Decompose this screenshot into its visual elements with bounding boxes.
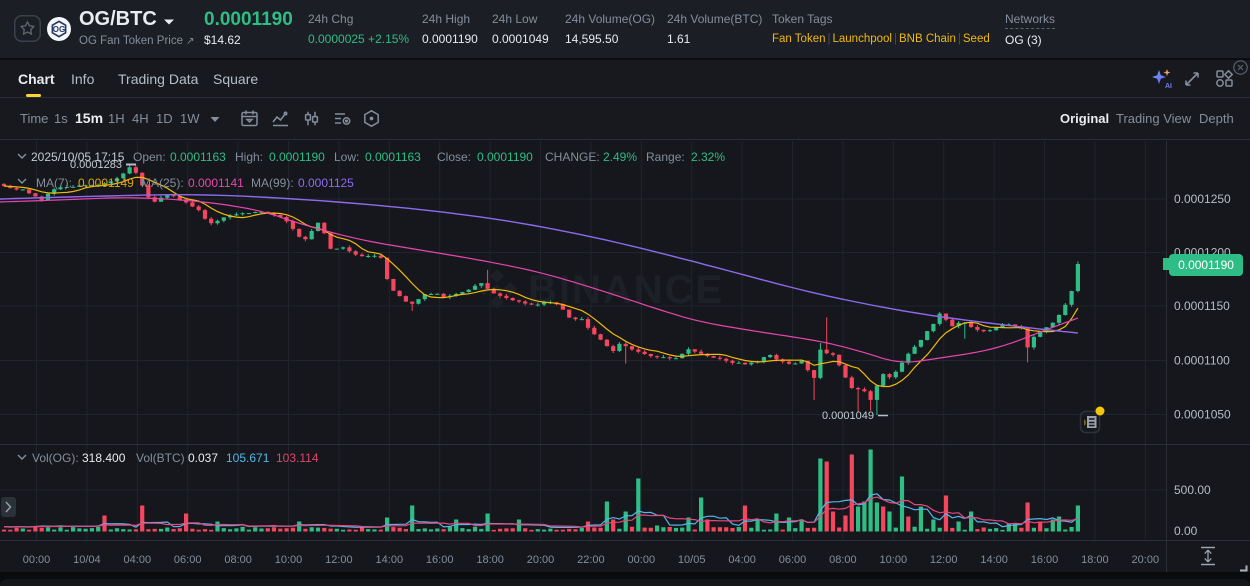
svg-text:0.0001150: 0.0001150: [1174, 299, 1230, 313]
svg-text:0.0001250: 0.0001250: [1174, 192, 1231, 206]
svg-text:MA(99):: MA(99):: [251, 176, 294, 190]
svg-text:Open:: Open:: [133, 150, 166, 164]
svg-text:AI: AI: [1165, 83, 1172, 90]
svg-text:0.0001049: 0.0001049: [822, 410, 874, 422]
svg-text:0.0001141: 0.0001141: [188, 176, 244, 190]
svg-text:0.0001163: 0.0001163: [170, 150, 226, 164]
svg-text:2.49%: 2.49%: [603, 150, 637, 164]
svg-text:10:00: 10:00: [880, 554, 908, 566]
svg-text:0.0001149: 0.0001149: [78, 176, 134, 190]
svg-text:12:00: 12:00: [930, 554, 958, 566]
svg-text:00:00: 00:00: [628, 554, 656, 566]
svg-text:00:00: 00:00: [23, 554, 51, 566]
svg-text:Range:: Range:: [646, 150, 685, 164]
svg-text:105.671: 105.671: [226, 451, 270, 465]
svg-text:04:00: 04:00: [728, 554, 756, 566]
svg-text:103.114: 103.114: [276, 451, 319, 465]
svg-text:0.0001283: 0.0001283: [70, 159, 122, 171]
svg-text:0.0001190: 0.0001190: [269, 150, 325, 164]
svg-text:06:00: 06:00: [174, 554, 202, 566]
svg-text:0.0001125: 0.0001125: [298, 176, 354, 190]
svg-text:18:00: 18:00: [476, 554, 504, 566]
svg-text:Low:: Low:: [334, 150, 359, 164]
svg-text:10/05: 10/05: [678, 554, 706, 566]
svg-text:0.0001050: 0.0001050: [1174, 408, 1231, 422]
svg-text:MA(25):: MA(25):: [141, 176, 184, 190]
svg-text:08:00: 08:00: [829, 554, 857, 566]
svg-text:06:00: 06:00: [779, 554, 807, 566]
svg-text:0.00: 0.00: [1174, 524, 1198, 538]
svg-text:20:00: 20:00: [1132, 554, 1160, 566]
svg-text:2025/10/05 17:15: 2025/10/05 17:15: [31, 150, 125, 164]
svg-text:20:00: 20:00: [527, 554, 555, 566]
svg-text:14:00: 14:00: [980, 554, 1008, 566]
svg-text:0.0001190: 0.0001190: [477, 150, 533, 164]
svg-text:16:00: 16:00: [426, 554, 454, 566]
svg-text:Close:: Close:: [437, 150, 471, 164]
svg-text:Vol(BTC): Vol(BTC): [136, 451, 185, 465]
svg-text:16:00: 16:00: [1031, 554, 1059, 566]
svg-text:0.0001190: 0.0001190: [1178, 258, 1234, 272]
svg-text:CHANGE:: CHANGE:: [545, 150, 600, 164]
svg-text:500.00: 500.00: [1174, 483, 1211, 497]
svg-text:18:00: 18:00: [1081, 554, 1109, 566]
svg-text:MA(7):: MA(7):: [36, 176, 72, 190]
svg-text:BINANCE: BINANCE: [528, 268, 724, 312]
svg-text:2.32%: 2.32%: [691, 150, 725, 164]
svg-text:0.0001163: 0.0001163: [365, 150, 421, 164]
svg-text:10/04: 10/04: [73, 554, 101, 566]
svg-text:12:00: 12:00: [325, 554, 353, 566]
svg-text:10:00: 10:00: [275, 554, 303, 566]
svg-text:08:00: 08:00: [224, 554, 252, 566]
svg-text:14:00: 14:00: [376, 554, 404, 566]
svg-text:04:00: 04:00: [124, 554, 152, 566]
svg-text:0.0001100: 0.0001100: [1174, 354, 1230, 368]
svg-text:OG: OG: [53, 25, 65, 34]
svg-text:22:00: 22:00: [577, 554, 605, 566]
svg-text:0.037: 0.037: [188, 451, 218, 465]
svg-text:Vol(OG):: Vol(OG):: [32, 451, 79, 465]
svg-text:High:: High:: [235, 150, 263, 164]
svg-text:318.400: 318.400: [82, 451, 126, 465]
